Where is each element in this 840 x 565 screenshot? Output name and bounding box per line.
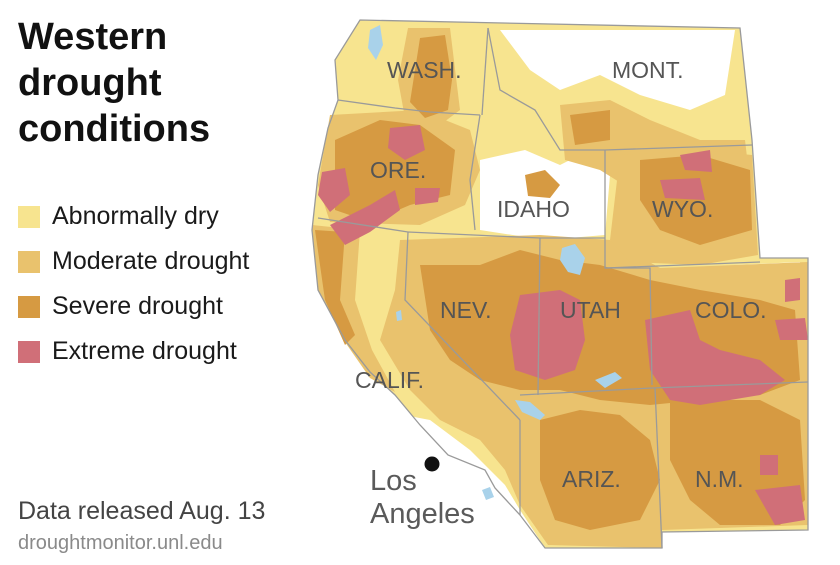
legend-swatch-severe-drought [18,295,40,318]
state-label-ariz: ARIZ. [562,466,621,492]
no-drought-socal [378,410,545,548]
border-wash-idaho [481,27,489,116]
severe-idaho-spot [525,170,560,198]
extreme-nm-spot-2 [755,485,805,525]
no-drought-montana [500,30,735,110]
state-label-wyo: WYO. [652,196,713,222]
lake-tahoe [396,310,402,321]
water-bodies [368,25,622,500]
legend-label: Extreme drought [52,337,237,365]
legend-label: Severe drought [52,292,223,320]
drought-layer-extreme [318,125,808,525]
border-utah-colo [604,238,653,386]
border-ore-idaho [469,114,481,231]
city-dot-icon [424,456,440,472]
severe-montana-spot [570,110,610,145]
extreme-utah-nevada [510,290,585,380]
border-colo-nm [651,381,809,389]
state-borders [311,19,809,549]
border-ore-cal [317,217,409,233]
border-idaho-mont [487,27,605,151]
state-label-idaho: IDAHO [497,196,570,222]
state-label-nev: NEV. [440,297,492,323]
border-cal-nev [404,231,521,421]
city-los-angeles: Los Angeles [370,456,475,530]
state-label-nm: N.M. [695,466,744,492]
extreme-colorado-ne [785,278,800,302]
extreme-wyoming [680,150,712,172]
western-outline [311,19,809,549]
state-label-mont: MONT. [612,57,684,83]
legend-swatch-moderate-drought [18,250,40,273]
source-url: droughtmonitor.unl.edu [18,532,223,554]
extreme-oregon-east [415,188,440,205]
border-idaho-nev [407,231,541,239]
legend-item-abnormally-dry: Abnormally dry [18,194,249,239]
border-wyo-colo [604,261,761,269]
extreme-oregon-south [330,190,400,245]
legend-item-extreme-drought: Extreme drought [18,329,249,374]
great-salt-lake [560,244,585,275]
severe-arizona [540,410,660,530]
legend-item-severe-drought: Severe drought [18,284,249,329]
state-label-calif: CALIF. [355,367,424,393]
legend-swatch-extreme-drought [18,340,40,363]
state-label-wash: WASH. [387,57,462,83]
data-release-date: Data released Aug. 13 [18,497,266,525]
lake-mead [515,400,545,420]
border-ariz-nm [654,387,663,549]
puget-sound [368,25,383,60]
border-nev-utah [537,237,541,396]
severe-wyoming [640,155,752,245]
lake-powell [595,372,622,388]
legend-label: Moderate drought [52,247,250,275]
salton-sea [482,487,494,500]
border-mont-wyo [604,144,753,151]
extreme-oregon-north [388,125,425,160]
border-utah-ariz [519,387,653,396]
extreme-oregon-coast [318,168,350,212]
severe-nor-cal-coast [315,230,355,345]
state-label-utah: UTAH [560,297,621,323]
extreme-wyoming-south [660,178,705,200]
legend-swatch-abnormally-dry [18,205,40,228]
city-label-line2: Angeles [370,498,475,530]
border-wash-ore [337,99,481,116]
severe-washington [410,35,452,118]
extreme-colorado [645,310,785,405]
legend-item-moderate-drought: Moderate drought [18,239,249,284]
state-labels: WASH. ORE. CALIF. IDAHO NEV. UTAH ARIZ. … [355,57,767,492]
state-label-ore: ORE. [370,157,426,183]
extreme-colorado-east [775,318,808,340]
state-label-colo: COLO. [695,297,767,323]
legend-label: Abnormally dry [52,202,219,230]
legend: Abnormally dry Moderate drought Severe d… [18,194,249,374]
city-label-line1: Los [370,465,417,497]
extreme-nm-spot-1 [760,455,778,475]
map-title: Western drought conditions [18,16,211,150]
